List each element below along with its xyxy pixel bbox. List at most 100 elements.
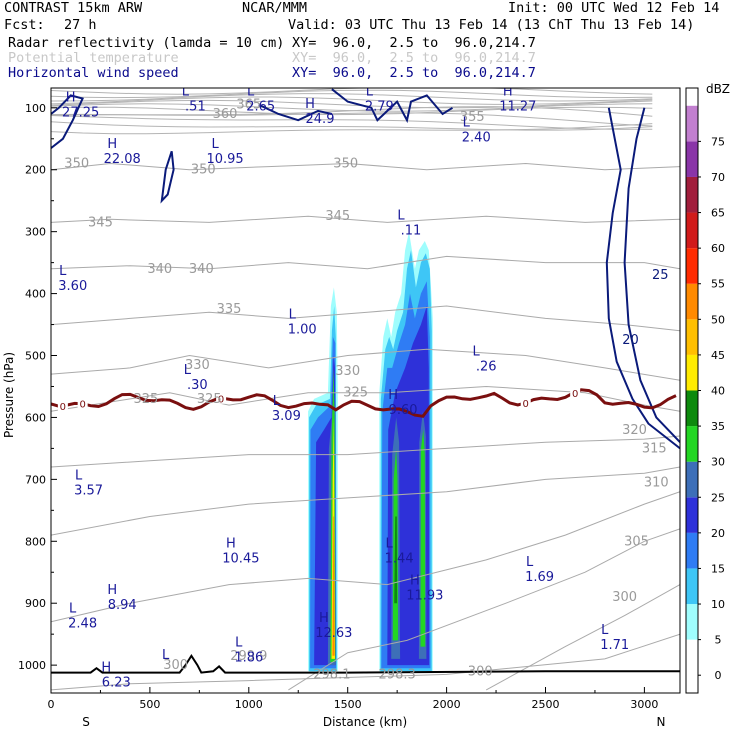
extremum-letter: L [601,623,609,638]
zero-label-bg [216,392,227,404]
theta-label: 325 [134,392,159,407]
strat-theta-contour-11 [51,121,653,131]
extremum-value: 3.09 [272,409,301,424]
forecast-hour: 27 h [64,17,97,33]
strat-theta-contour-12 [51,123,653,135]
theta-label: 345 [325,209,350,224]
colorbar-swatch-10 [686,568,698,605]
colorbar-tick-label: 10 [711,598,725,611]
zero-label-bg [77,397,88,409]
extremum-letter: H [107,137,117,152]
extremum-value: 8.94 [108,598,137,613]
reflectivity-layer [308,231,433,672]
colorbar-tick-label: 65 [711,207,725,220]
y-tick-label: 300 [25,226,46,239]
theta-label: 350 [64,157,89,172]
extremum-letter: L [526,555,534,570]
extremum-value: 10.95 [206,152,243,167]
theta-contour-10 [51,255,680,270]
extremum-letter: H [101,660,111,675]
colorbar-tick-label: 15 [711,562,725,575]
forecast-label: Fcst: [4,17,45,33]
wind-speed-label: 20 [622,333,639,348]
zero-isotherm-label: 0 [79,400,85,411]
extremum-letter: L [386,536,394,551]
y-tick-label: 900 [25,597,46,610]
extremum-letter: L [162,648,170,663]
x-tick-label: 0 [48,698,55,711]
axes: 0 500 1000 1500 2000 2500 30001002003004005006… [18,102,658,711]
field-wind-xy: XY= 96.0, 2.5 to 96.0,214.7 [292,65,536,81]
theta-label: 310 [644,475,669,490]
extremum-value: 24.9 [306,112,335,127]
colorbar-tick-label: 0 [715,669,722,682]
wind-contour-6 [605,107,680,450]
endpoint-south: S [82,715,90,729]
colorbar-swatch-35 [686,390,698,427]
colorbar-tick-label: 20 [711,527,725,540]
x-tick-label: 3000 [630,698,658,711]
zero-isotherm-label: 0 [572,389,578,400]
theta-contour-4 [51,491,680,623]
extremum-letter: L [397,208,405,223]
cell-2-30dbz-b [420,429,426,647]
theta-contour-12 [51,162,680,171]
zero-label-bg [520,396,531,408]
zero-isotherm: 0 0 0 0 0 [51,387,677,418]
extremum-value: .26 [476,360,497,375]
y-tick-label: 400 [25,288,46,301]
cell-1-50dbz [332,516,335,656]
colorbar-swatch-20 [686,497,698,533]
extremum-value: 1.86 [234,651,263,666]
x-axis-label: Distance (km) [323,715,407,729]
strat-theta-contour-5 [51,99,653,109]
field-reflectivity-name: Radar reflectivity (lamda = 10 cm) [8,35,285,51]
extremum-value: 1.00 [288,322,317,337]
theta-label: 360 [213,107,238,122]
x-tick-label: 2000 [433,698,461,711]
theta-label: 298.1 [313,667,350,682]
theta-label: 298.3 [379,667,416,682]
extremum-value: 1.69 [525,570,554,585]
theta-contour-8 [51,348,680,381]
y-tick-label: 800 [25,535,46,548]
wind-contour-5 [623,107,680,443]
x-tick-label: 500 [139,698,160,711]
x-tick-label: 1000 [235,698,263,711]
colorbar-tick-label: 5 [715,634,722,647]
theta-label: 325 [197,392,222,407]
extremum-value: 9.60 [389,403,418,418]
colorbar-tick-label: 35 [711,420,725,433]
theta-label: 325 [343,386,368,401]
colorbar-swatch-5 [686,604,698,640]
theta-label: 345 [88,215,113,230]
extremum-value: 1.71 [600,638,629,653]
wind-contour-3 [331,88,454,124]
theta-label: 365 [236,98,261,113]
theta-label: 330 [335,364,360,379]
zero-label-bg [57,400,68,412]
x-tick-label: 1500 [334,698,362,711]
extremum-letter: H [305,97,315,112]
extremum-letter: L [235,636,243,651]
extremum-letter: H [107,583,117,598]
colorbar-tick-label: 70 [711,171,725,184]
extremum-letter: L [211,137,219,152]
extremum-value: .11 [401,223,422,238]
wind-contour-1 [51,94,84,149]
field-theta-name: Potential temperature [8,50,179,66]
colorbar-swatch-15 [686,532,698,569]
wind-speed-label: 25 [652,268,669,283]
colorbar-swatch-60 [686,212,698,249]
potential-temperature-contours [51,162,680,691]
extremum-letter: L [75,468,83,483]
extremum-value: 1.44 [385,551,414,566]
extremum-letter: H [388,388,398,403]
extremum-letter: L [182,84,190,99]
theta-label: 340 [147,262,172,277]
strat-theta-contour-4 [51,96,653,105]
strat-theta-contour-9 [51,112,653,127]
extremum-value: .51 [185,99,206,114]
theta-contour-9 [51,305,680,332]
theta-label: 300 [612,590,637,605]
